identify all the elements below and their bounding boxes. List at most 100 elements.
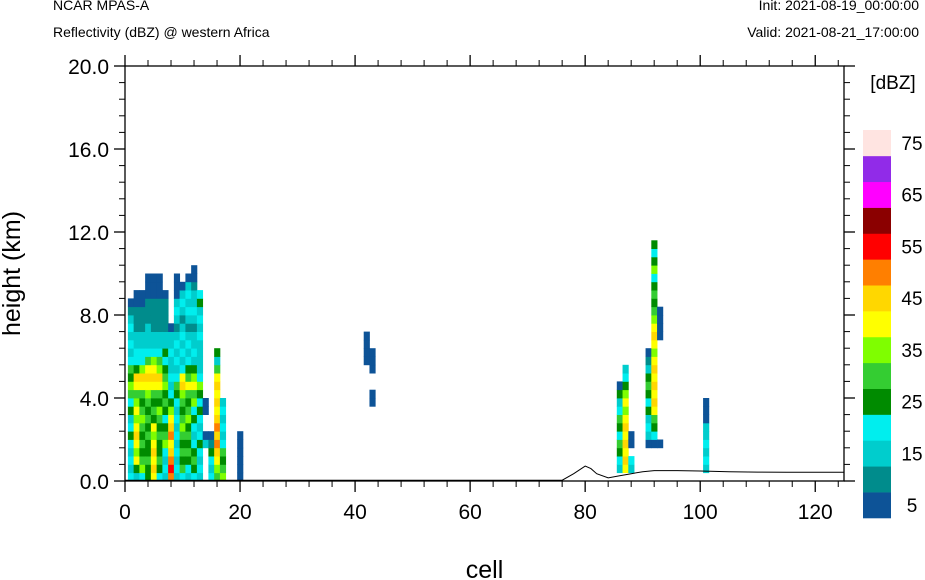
reflectivity-cell: [703, 406, 710, 415]
reflectivity-cells: [127, 240, 710, 482]
reflectivity-cell: [168, 356, 175, 366]
reflectivity-cell: [173, 339, 181, 349]
reflectivity-cell: [185, 414, 192, 424]
reflectivity-cell: [185, 373, 192, 382]
reflectivity-cell: [616, 439, 623, 449]
reflectivity-cell: [622, 381, 629, 391]
reflectivity-cell: [622, 456, 629, 465]
reflectivity-cell: [162, 306, 169, 316]
reflectivity-cell: [139, 331, 146, 341]
colorbar-label: 5: [907, 496, 918, 517]
x-tick-label: 40: [343, 501, 366, 524]
reflectivity-cell: [214, 356, 221, 366]
reflectivity-cell: [657, 331, 664, 341]
reflectivity-cell: [162, 290, 169, 299]
reflectivity-cell: [651, 356, 658, 366]
reflectivity-cell: [202, 439, 209, 449]
x-tick-label: 100: [683, 501, 718, 524]
reflectivity-cell: [162, 414, 169, 424]
reflectivity-cell: [185, 356, 192, 366]
reflectivity-cell: [150, 414, 158, 424]
reflectivity-cell: [127, 298, 135, 308]
y-tick-label: 20.0: [68, 56, 109, 79]
colorbar-label: 15: [901, 444, 922, 465]
reflectivity-cell: [622, 406, 629, 415]
reflectivity-cell: [173, 306, 181, 316]
reflectivity-cell: [196, 398, 204, 407]
reflectivity-cell: [651, 256, 658, 266]
reflectivity-cell: [145, 431, 152, 440]
reflectivity-cell: [214, 472, 221, 482]
reflectivity-cell: [214, 422, 221, 432]
reflectivity-cell: [191, 298, 198, 308]
reflectivity-cell: [145, 414, 152, 424]
reflectivity-cell: [145, 339, 152, 349]
reflectivity-cell: [133, 290, 140, 299]
reflectivity-cell: [156, 398, 163, 407]
reflectivity-cell: [363, 331, 370, 341]
reflectivity-cell: [179, 323, 186, 332]
reflectivity-cell: [196, 356, 204, 366]
reflectivity-cell: [651, 373, 658, 382]
terrain-line: [125, 465, 844, 481]
reflectivity-cell: [179, 290, 186, 299]
reflectivity-cell: [645, 406, 652, 415]
reflectivity-cell: [202, 431, 209, 440]
reflectivity-cell: [179, 381, 186, 391]
reflectivity-cell: [168, 389, 175, 399]
reflectivity-cell: [219, 431, 227, 440]
reflectivity-cell: [651, 240, 658, 249]
reflectivity-cell: [150, 439, 158, 449]
reflectivity-cell: [237, 439, 244, 449]
reflectivity-cell: [179, 431, 186, 440]
reflectivity-cell: [162, 373, 169, 382]
reflectivity-cell: [133, 439, 140, 449]
reflectivity-cell: [156, 306, 163, 316]
reflectivity-cell: [208, 472, 215, 482]
reflectivity-cell: [651, 306, 658, 316]
reflectivity-cell: [196, 472, 204, 482]
reflectivity-cell: [185, 381, 192, 391]
reflectivity-cell: [179, 373, 186, 382]
reflectivity-cell: [139, 315, 146, 324]
reflectivity-cell: [173, 290, 181, 299]
reflectivity-cell: [150, 431, 158, 440]
colorbar-swatch: [863, 285, 891, 312]
reflectivity-cell: [703, 439, 710, 449]
colorbar: 5 15 25 35 45 55 65 75: [863, 130, 923, 519]
reflectivity-cell: [703, 464, 710, 474]
reflectivity-cell: [145, 439, 152, 449]
reflectivity-cell: [651, 348, 658, 357]
reflectivity-cell: [214, 348, 221, 357]
reflectivity-cell: [127, 381, 135, 391]
reflectivity-cell: [145, 389, 152, 399]
reflectivity-cell: [139, 398, 146, 407]
reflectivity-cell: [173, 381, 181, 391]
reflectivity-cell: [150, 464, 158, 474]
reflectivity-cell: [622, 398, 629, 407]
reflectivity-cell: [191, 431, 198, 440]
reflectivity-cell: [150, 381, 158, 391]
reflectivity-cell: [162, 381, 169, 391]
reflectivity-cell: [651, 248, 658, 258]
reflectivity-cell: [214, 464, 221, 474]
reflectivity-cell: [133, 381, 140, 391]
reflectivity-cell: [127, 389, 135, 399]
reflectivity-cell: [133, 398, 140, 407]
reflectivity-cell: [133, 431, 140, 440]
reflectivity-cell: [127, 439, 135, 449]
reflectivity-cell: [162, 406, 169, 415]
reflectivity-cell: [651, 315, 658, 324]
reflectivity-cell: [651, 381, 658, 391]
reflectivity-cell: [162, 398, 169, 407]
reflectivity-cell: [214, 431, 221, 440]
reflectivity-cell: [185, 281, 192, 291]
reflectivity-cell: [191, 323, 198, 332]
y-axis-title: height (km): [0, 211, 26, 336]
reflectivity-cell: [628, 439, 635, 449]
axes: 0.0 4.0 8.0 12.0 16.0 20.0 0 20 40 60 80 100 120: [68, 55, 855, 524]
reflectivity-cell: [156, 348, 163, 357]
reflectivity-cell: [622, 422, 629, 432]
reflectivity-cell: [133, 315, 140, 324]
reflectivity-cell: [196, 414, 204, 424]
